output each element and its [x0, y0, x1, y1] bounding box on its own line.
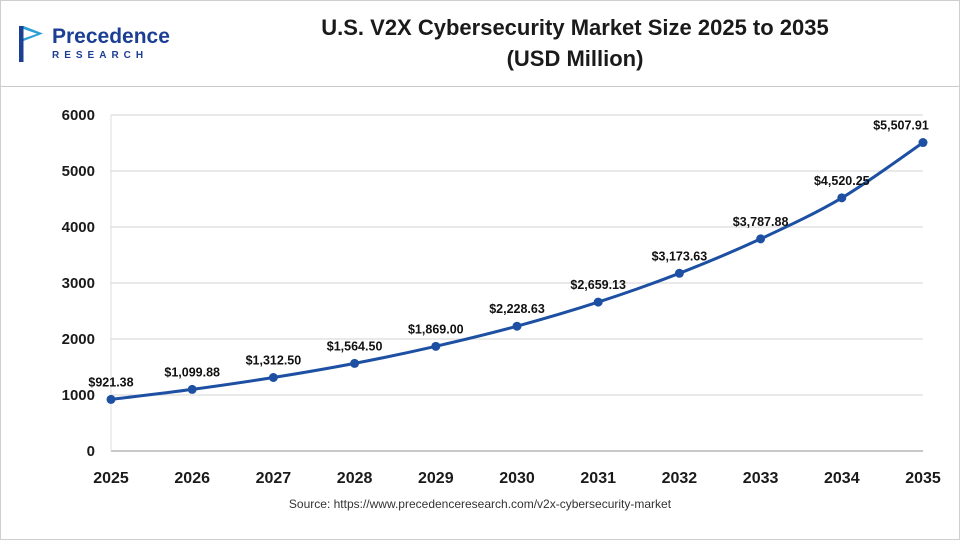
chart-title: U.S. V2X Cybersecurity Market Size 2025 … — [205, 13, 945, 75]
svg-text:3000: 3000 — [62, 275, 95, 292]
svg-text:2032: 2032 — [662, 470, 698, 487]
logo: Precedence RESEARCH — [15, 23, 205, 65]
svg-text:$3,173.63: $3,173.63 — [652, 249, 708, 263]
svg-text:1000: 1000 — [62, 387, 95, 404]
svg-text:2026: 2026 — [174, 470, 210, 487]
logo-subtitle: RESEARCH — [52, 49, 149, 61]
svg-text:$2,228.63: $2,228.63 — [489, 302, 545, 316]
chart-area: 0 1000 2000 3000 4000 5000 6000 2025 2026 2027 202… — [1, 87, 959, 495]
svg-text:2035: 2035 — [905, 470, 941, 487]
svg-text:$2,659.13: $2,659.13 — [570, 278, 626, 292]
svg-text:$1,312.50: $1,312.50 — [246, 354, 302, 368]
precedence-logo-icon — [19, 25, 43, 62]
svg-text:$3,787.88: $3,787.88 — [733, 215, 789, 229]
svg-text:2033: 2033 — [743, 470, 779, 487]
svg-text:4000: 4000 — [62, 219, 95, 236]
logo-name: Precedence — [52, 24, 170, 48]
svg-text:2000: 2000 — [62, 331, 95, 348]
logo-text: Precedence RESEARCH — [52, 24, 170, 62]
svg-text:2025: 2025 — [93, 470, 129, 487]
line-chart: 0 1000 2000 3000 4000 5000 6000 2025 2026 2027 202… — [62, 107, 941, 487]
svg-text:6000: 6000 — [62, 107, 95, 124]
svg-text:2030: 2030 — [499, 470, 535, 487]
svg-text:2027: 2027 — [256, 470, 292, 487]
svg-text:$921.38: $921.38 — [88, 375, 133, 389]
source-text: Source: https://www.precedenceresearch.c… — [288, 497, 672, 511]
svg-text:5000: 5000 — [62, 163, 95, 180]
svg-text:2031: 2031 — [580, 470, 616, 487]
header: Precedence RESEARCH U.S. V2X Cybersecuri… — [1, 1, 959, 87]
svg-text:2028: 2028 — [337, 470, 373, 487]
svg-text:0: 0 — [87, 443, 95, 460]
svg-text:$5,507.91: $5,507.91 — [873, 119, 929, 133]
chart-title-line1: U.S. V2X Cybersecurity Market Size 2025 … — [321, 14, 829, 40]
svg-text:$4,520.25: $4,520.25 — [814, 174, 870, 188]
svg-text:2029: 2029 — [418, 470, 454, 487]
svg-text:$1,099.88: $1,099.88 — [164, 365, 220, 379]
svg-text:$1,564.50: $1,564.50 — [327, 339, 383, 353]
chart-title-line2: (USD Million) — [506, 45, 644, 71]
svg-text:2034: 2034 — [824, 470, 860, 487]
svg-text:$1,869.00: $1,869.00 — [408, 322, 464, 336]
